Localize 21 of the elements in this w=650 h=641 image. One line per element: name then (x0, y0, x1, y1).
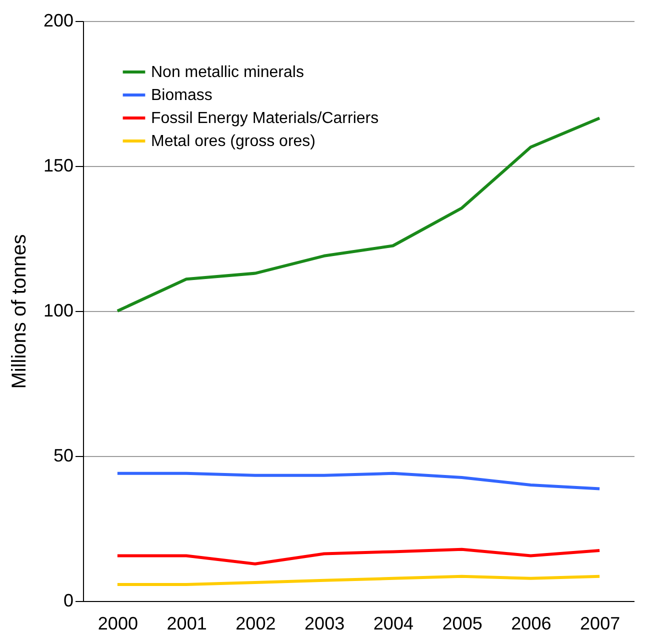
y-tick-label: 0 (63, 590, 74, 610)
legend-label: Non metallic minerals (151, 64, 304, 81)
y-tick-label: 50 (53, 446, 74, 466)
x-tick-label: 2000 (98, 614, 138, 634)
legend-label: Biomass (151, 87, 212, 104)
y-tick-label: 200 (43, 10, 74, 30)
x-tick-label: 2004 (373, 614, 414, 634)
line-series (116, 574, 602, 586)
line-series (116, 548, 602, 566)
x-tick-label: 2006 (511, 614, 552, 634)
legend-label: Fossil Energy Materials/Carriers (151, 110, 379, 127)
x-tick-label: 2001 (166, 614, 207, 634)
y-tick-label: 150 (43, 156, 74, 176)
x-tick-label: 2007 (580, 614, 620, 634)
x-tick-label: 2003 (304, 614, 345, 634)
x-tick-label: 2002 (236, 614, 276, 634)
legend-label: Metal ores (gross ores) (151, 133, 316, 150)
y-tick-label: 100 (43, 300, 74, 320)
line-series (116, 472, 602, 490)
y-axis-title: Millions of tonnes (8, 234, 30, 389)
x-tick-label: 2005 (442, 614, 482, 634)
